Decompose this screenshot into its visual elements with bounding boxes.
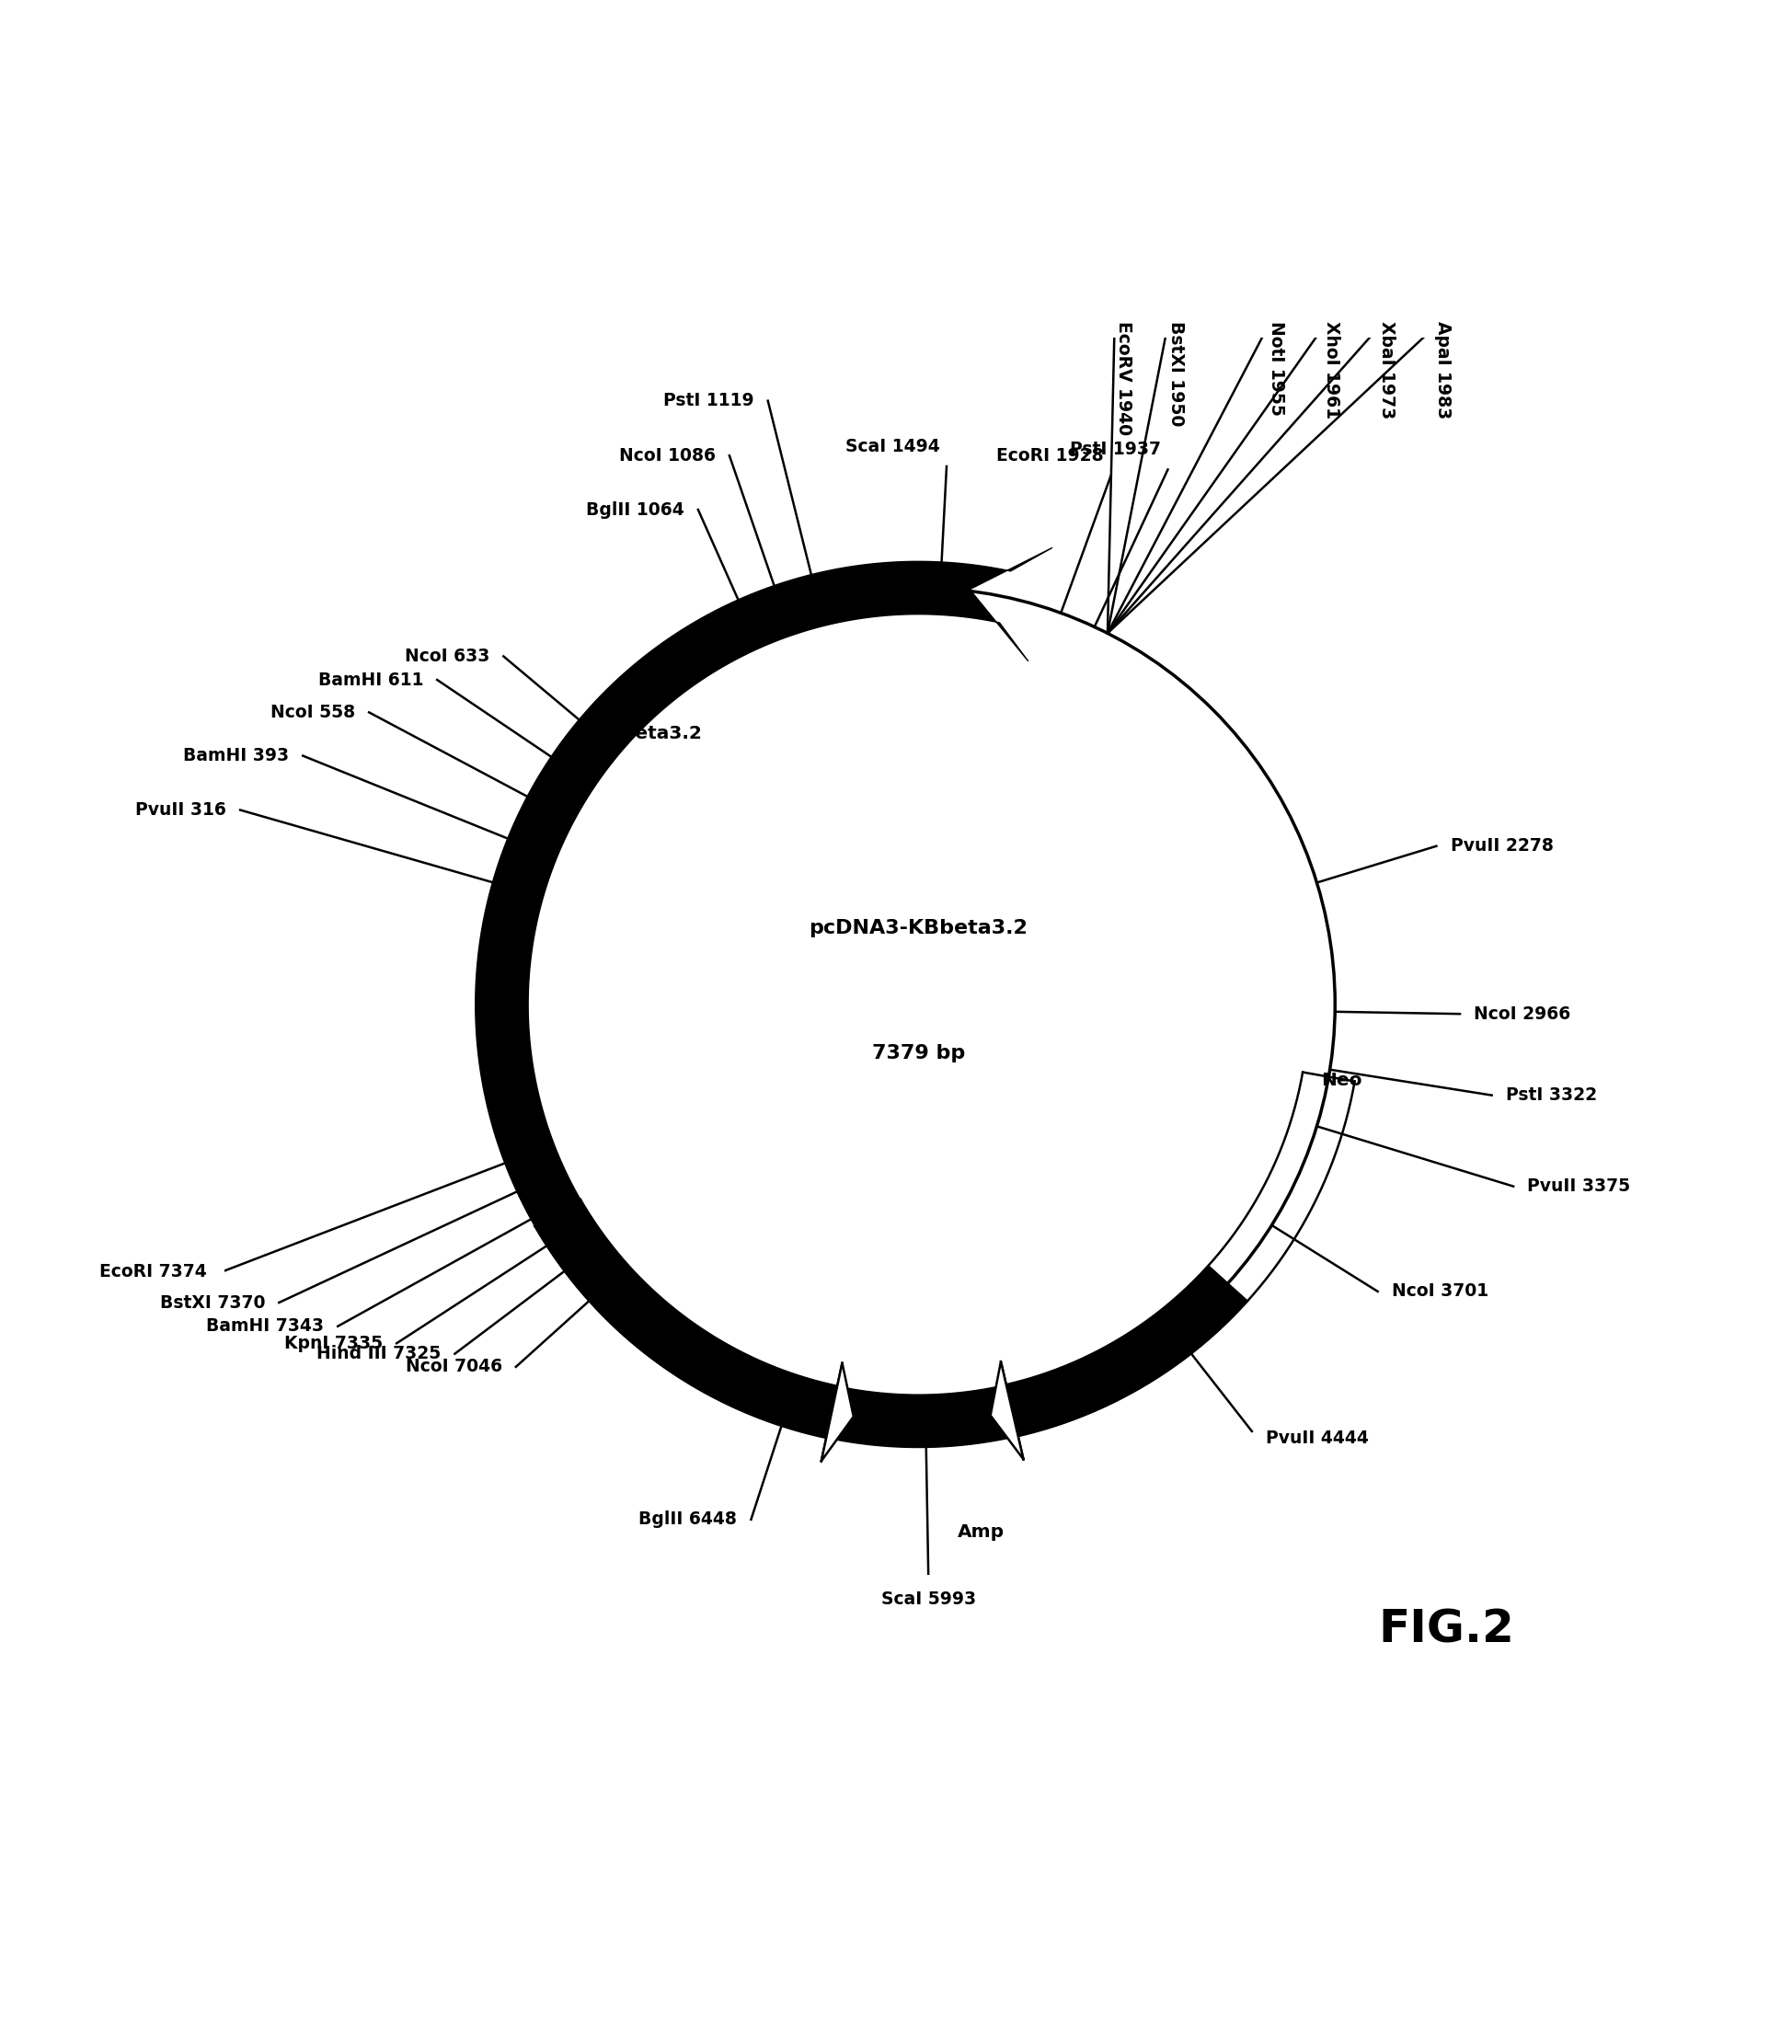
Text: Neo: Neo <box>1321 1073 1362 1089</box>
Text: PvuII 2278: PvuII 2278 <box>1450 838 1554 854</box>
Text: PvuII 4444: PvuII 4444 <box>1265 1429 1369 1447</box>
Text: KBbeta3.2: KBbeta3.2 <box>593 726 702 742</box>
Text: 7379 bp: 7379 bp <box>873 1044 964 1063</box>
Text: EcoRI 7374: EcoRI 7374 <box>100 1263 206 1282</box>
Text: PstI 1937: PstI 1937 <box>1070 442 1161 458</box>
Text: NcoI 558: NcoI 558 <box>271 703 355 722</box>
Polygon shape <box>475 548 1247 1447</box>
Text: NcoI 633: NcoI 633 <box>405 648 489 664</box>
Polygon shape <box>821 1363 853 1461</box>
Polygon shape <box>991 1361 1023 1459</box>
Text: ApaI 1983: ApaI 1983 <box>1434 321 1452 419</box>
Text: XhoI 1961: XhoI 1961 <box>1322 321 1340 419</box>
Text: BglII 1064: BglII 1064 <box>586 501 685 519</box>
Text: PstI 1119: PstI 1119 <box>663 392 754 409</box>
Text: NotI 1955: NotI 1955 <box>1267 321 1285 415</box>
Text: Amp: Amp <box>957 1523 1004 1541</box>
Text: FIG.2: FIG.2 <box>1378 1607 1514 1652</box>
Text: KpnI 7335: KpnI 7335 <box>285 1335 383 1351</box>
Text: BstXI 1950: BstXI 1950 <box>1167 321 1185 425</box>
Text: ScaI 1494: ScaI 1494 <box>846 437 939 456</box>
Text: BstXI 7370: BstXI 7370 <box>159 1294 265 1312</box>
Text: BamHI 393: BamHI 393 <box>183 746 289 764</box>
Text: NcoI 7046: NcoI 7046 <box>405 1357 502 1376</box>
Text: PvuII 3375: PvuII 3375 <box>1527 1177 1631 1196</box>
Text: BglII 6448: BglII 6448 <box>638 1511 737 1529</box>
Text: EcoRV 1940: EcoRV 1940 <box>1115 321 1133 435</box>
Text: XbaI 1973: XbaI 1973 <box>1378 321 1396 419</box>
Text: NcoI 3701: NcoI 3701 <box>1392 1284 1489 1300</box>
Text: pcDNA3-KBbeta3.2: pcDNA3-KBbeta3.2 <box>808 920 1029 938</box>
Text: BamHI 7343: BamHI 7343 <box>206 1318 324 1335</box>
Text: PvuII 316: PvuII 316 <box>136 801 226 820</box>
Text: PstI 3322: PstI 3322 <box>1505 1087 1597 1104</box>
Text: Hind III 7325: Hind III 7325 <box>317 1345 441 1363</box>
Text: NcoI 2966: NcoI 2966 <box>1473 1006 1570 1022</box>
Text: NcoI 1086: NcoI 1086 <box>618 448 715 464</box>
Text: ScaI 5993: ScaI 5993 <box>882 1590 977 1609</box>
Text: BamHI 611: BamHI 611 <box>317 670 423 689</box>
Text: EcoRI 1928: EcoRI 1928 <box>996 448 1104 464</box>
